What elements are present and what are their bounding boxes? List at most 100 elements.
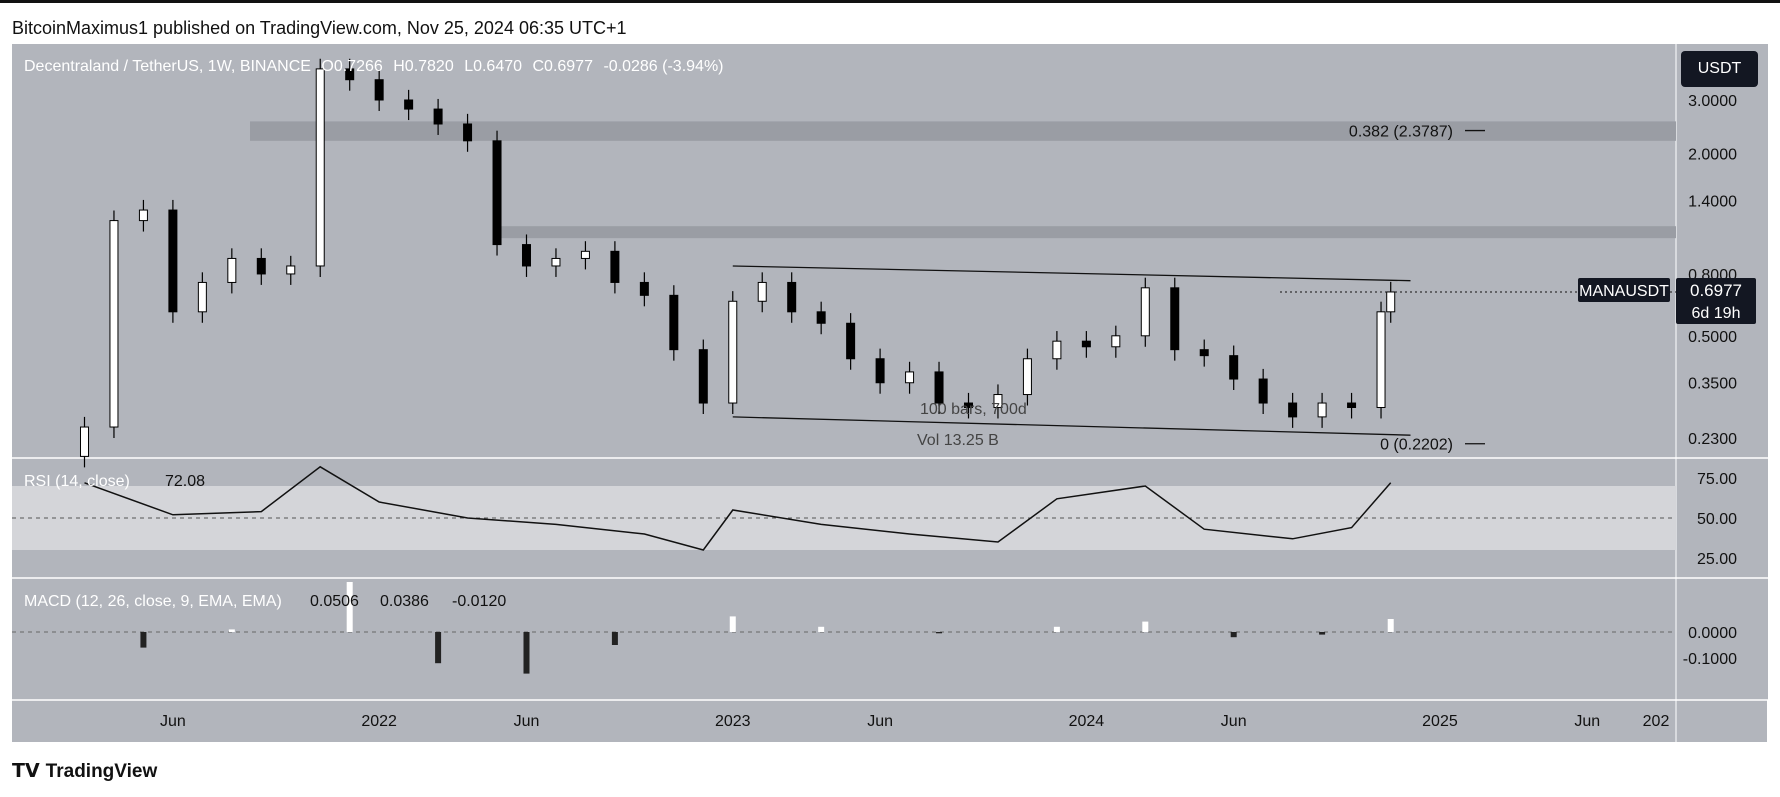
candle-up[interactable]: [1140, 287, 1150, 337]
price-tick-label: 0.5000: [1688, 329, 1737, 346]
candle-down[interactable]: [168, 209, 178, 313]
candle-down[interactable]: [433, 108, 443, 125]
candle-down[interactable]: [1347, 402, 1357, 408]
measure-bars-label: 100 bars, 700d: [920, 401, 1027, 418]
candle-down[interactable]: [639, 281, 649, 296]
candle-down[interactable]: [404, 99, 414, 110]
candle-up[interactable]: [1376, 311, 1386, 408]
footer-bar: [0, 742, 1780, 797]
brand-name: TradingView: [45, 761, 158, 782]
candle-down[interactable]: [698, 349, 708, 404]
candle-up[interactable]: [286, 265, 296, 275]
candle-down[interactable]: [963, 402, 973, 408]
resistance-zone-lower: [500, 226, 1676, 239]
symbol-name[interactable]: Decentraland / TetherUS, 1W, BINANCE: [24, 58, 311, 75]
macd-histogram-bar: [936, 632, 943, 634]
macd-histogram-bar: [228, 629, 235, 632]
resistance-zone-upper: [250, 121, 1676, 141]
candle-down[interactable]: [463, 123, 473, 142]
rsi-title: RSI (14, close): [24, 473, 130, 490]
candle-up[interactable]: [757, 281, 767, 302]
candle-up[interactable]: [138, 209, 148, 222]
macd-histogram-bar: [523, 632, 530, 674]
price-badge[interactable]: [1676, 277, 1756, 324]
candle-down[interactable]: [345, 68, 355, 81]
ticker-badge[interactable]: [1578, 277, 1670, 302]
candle-down[interactable]: [374, 79, 384, 101]
macd-histogram-bar: [435, 632, 442, 664]
rsi-scale-label: 25.00: [1697, 551, 1737, 568]
macd-histogram-bar: [1053, 626, 1060, 632]
chart-frame: [12, 44, 1767, 742]
macd-histogram-bar: [611, 632, 618, 645]
macd-histogram-bar: [1319, 632, 1326, 635]
macd-histogram-bar: [1142, 621, 1149, 632]
histogram-value: -0.0120: [452, 593, 506, 610]
fib-label-382: 0.382 (2.3787): [1349, 124, 1453, 141]
candle-up[interactable]: [1317, 402, 1327, 418]
tradingview-logo[interactable]: 𝗧𝗩 TradingView: [12, 760, 157, 783]
price-tick-label: 0.3500: [1688, 376, 1737, 393]
time-axis-label: Jun: [867, 713, 893, 730]
price-tick-label: 1.4000: [1688, 193, 1737, 210]
candle-down[interactable]: [521, 244, 531, 267]
candle-down[interactable]: [875, 358, 885, 384]
candle-up[interactable]: [905, 371, 915, 384]
measure-volume-label: Vol 13.25 B: [917, 432, 999, 449]
candle-down[interactable]: [669, 294, 679, 351]
candle-up[interactable]: [551, 257, 561, 267]
currency-button[interactable]: USDT: [1681, 51, 1758, 87]
candle-down[interactable]: [1258, 378, 1268, 404]
time-axis-label: 202: [1643, 713, 1670, 730]
publisher-line: BitcoinMaximus1 published on TradingView…: [12, 18, 627, 38]
price-tick-label: 2.0000: [1688, 146, 1737, 163]
candle-up[interactable]: [1111, 335, 1121, 348]
channel-lower-line[interactable]: [732, 416, 1411, 436]
candle-down[interactable]: [846, 322, 856, 360]
macd-value: 0.0506: [310, 593, 359, 610]
price-tick-label: 3.0000: [1688, 93, 1737, 110]
high-value: H0.7820: [393, 58, 454, 75]
macd-histogram-bar: [346, 582, 353, 632]
candle-up[interactable]: [1386, 291, 1396, 313]
open-value: O0.7266: [321, 58, 383, 75]
candle-down[interactable]: [1170, 287, 1180, 351]
candle-down[interactable]: [256, 257, 266, 275]
channel-upper-line[interactable]: [732, 265, 1411, 282]
candle-up[interactable]: [1022, 358, 1032, 396]
rsi-line[interactable]: [84, 465, 1392, 551]
rsi-scale-label: 75.00: [1697, 471, 1737, 488]
time-axis-label: Jun: [514, 713, 540, 730]
time-axis-label: 2025: [1422, 713, 1458, 730]
price-badge-text: 0.6977: [1690, 281, 1742, 300]
candle-up[interactable]: [227, 257, 237, 283]
candle-down[interactable]: [1288, 402, 1298, 418]
macd-histogram-bar: [140, 632, 147, 648]
rsi-scale-label: 50.00: [1697, 511, 1737, 528]
price-tick-label: 0.2300: [1688, 431, 1737, 448]
candle-up[interactable]: [197, 281, 207, 313]
candle-up[interactable]: [728, 300, 738, 404]
candle-down[interactable]: [492, 140, 502, 246]
candle-down[interactable]: [1081, 340, 1091, 348]
rsi-value: 72.08: [165, 473, 205, 490]
macd-histogram-bar: [818, 626, 825, 632]
macd-scale-label: 0.0000: [1688, 625, 1737, 642]
candle-down[interactable]: [816, 311, 826, 324]
price-scale-area[interactable]: [1676, 44, 1768, 700]
fib-label-0: 0 (0.2202): [1380, 437, 1453, 454]
candle-up[interactable]: [1052, 340, 1062, 360]
candle-up[interactable]: [79, 426, 89, 457]
symbol-ohlc-bar: Decentraland / TetherUS, 1W, BINANCE O0.…: [24, 58, 730, 76]
candle-down[interactable]: [610, 250, 620, 283]
candle-down[interactable]: [787, 281, 797, 313]
candle-up[interactable]: [315, 68, 325, 267]
candle-up[interactable]: [993, 394, 1003, 408]
candle-down[interactable]: [1229, 355, 1239, 380]
candle-down[interactable]: [934, 371, 944, 404]
macd-title: MACD (12, 26, close, 9, EMA, EMA): [24, 593, 282, 610]
candle-up[interactable]: [580, 250, 590, 259]
candle-down[interactable]: [1199, 349, 1209, 357]
candle-up[interactable]: [109, 220, 119, 428]
